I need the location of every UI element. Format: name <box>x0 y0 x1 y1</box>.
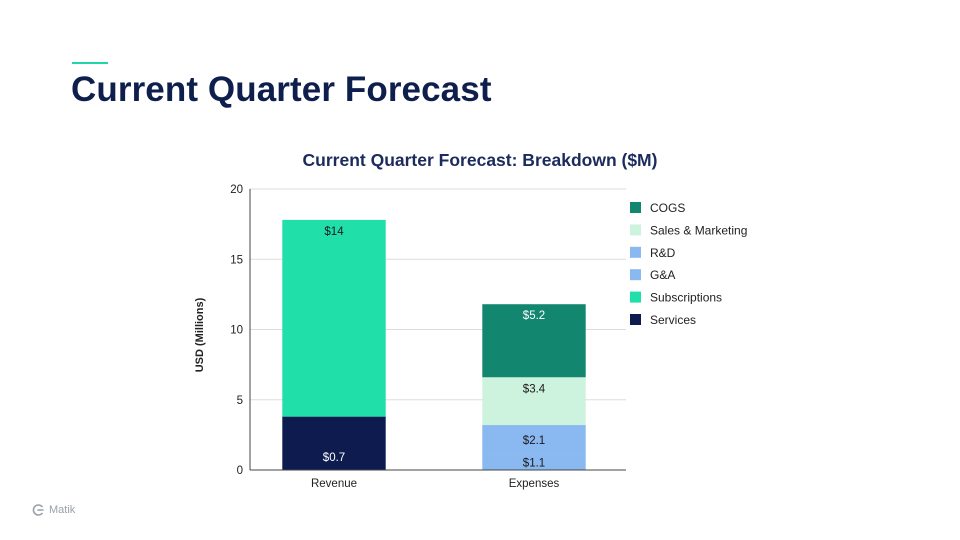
bar-subscriptions <box>282 219 386 417</box>
y-tick-label: 20 <box>230 184 243 196</box>
brand-name: Matik <box>49 504 76 516</box>
chart-data-labels: $0.7 $14 $1.1 $2.1 $3.4 $5.2 <box>323 226 546 469</box>
data-label: $0.7 <box>323 452 345 464</box>
chart-legend: COGS Sales & Marketing R&D G&A Subscriptions… <box>630 201 747 327</box>
legend-label: G&A <box>650 268 675 282</box>
y-tick-label: 15 <box>230 254 243 266</box>
y-tick-label: 5 <box>237 395 243 407</box>
legend-swatch <box>630 314 641 325</box>
legend-label: Sales & Marketing <box>650 223 747 237</box>
bar-r-d <box>482 425 586 455</box>
legend-label: Services <box>650 313 696 327</box>
y-tick-label: 10 <box>230 325 243 337</box>
legend-label: Subscriptions <box>650 291 722 305</box>
matik-logo-icon <box>32 504 44 516</box>
legend-swatch <box>630 224 641 236</box>
data-label: $2.1 <box>523 435 545 447</box>
y-axis-ticks: 0 5 10 15 20 <box>230 184 243 477</box>
y-axis-title: USD (Millions) <box>194 297 206 372</box>
data-label: $14 <box>324 226 344 238</box>
x-tick-label: Expenses <box>509 478 560 490</box>
x-axis-ticks: Revenue Expenses <box>311 478 560 490</box>
legend-label: COGS <box>650 201 685 215</box>
legend-label: R&D <box>650 246 676 260</box>
slide-title: Current Quarter Forecast <box>71 70 492 109</box>
legend-swatch <box>630 246 641 258</box>
y-tick-label: 0 <box>237 465 243 477</box>
bar-services <box>282 416 386 470</box>
data-label: $5.2 <box>523 310 545 322</box>
bar-cogs <box>482 304 586 378</box>
bar-g-a <box>482 454 586 470</box>
bar-sales-marketing <box>482 377 586 426</box>
title-accent-line <box>72 62 108 64</box>
legend-swatch <box>630 291 641 303</box>
legend-swatch <box>630 202 641 213</box>
chart-title: Current Quarter Forecast: Breakdown ($M) <box>303 150 658 170</box>
data-label: $1.1 <box>523 457 545 469</box>
chart-bars <box>282 219 586 470</box>
data-label: $3.4 <box>523 383 546 395</box>
legend-swatch <box>630 269 641 281</box>
brand-logo: Matik <box>31 503 75 517</box>
x-tick-label: Revenue <box>311 478 357 490</box>
